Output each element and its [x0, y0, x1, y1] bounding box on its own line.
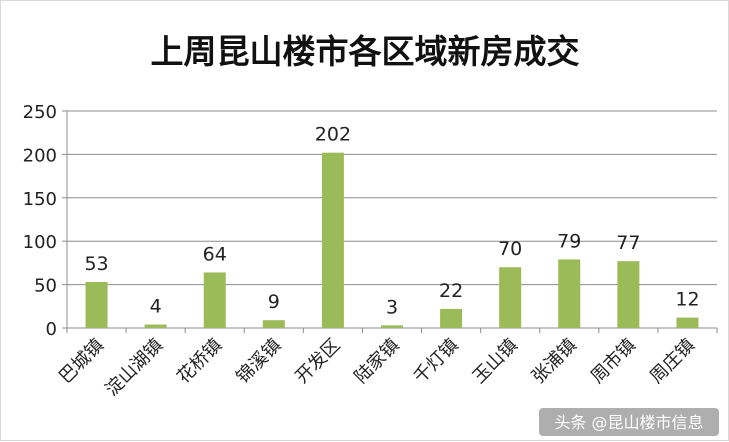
category-label-陆家镇: 陆家镇 — [351, 335, 404, 388]
bar-张浦镇 — [558, 259, 581, 328]
category-label-开发区: 开发区 — [291, 335, 344, 388]
y-tick-label-150: 150 — [23, 189, 57, 210]
category-label-淀山湖镇: 淀山湖镇 — [101, 335, 167, 401]
data-label-周庄镇: 12 — [675, 289, 699, 311]
bar-周市镇 — [617, 261, 640, 328]
y-tick-label-50: 50 — [34, 276, 57, 297]
category-label-玉山镇: 玉山镇 — [469, 335, 522, 388]
y-tick-label-100: 100 — [23, 232, 57, 253]
watermark-text: 头条 @昆山楼市信息 — [554, 413, 703, 432]
y-tick-label-250: 250 — [23, 102, 57, 123]
bar-周庄镇 — [676, 317, 699, 328]
category-label-张浦镇: 张浦镇 — [528, 335, 581, 388]
bar-玉山镇 — [499, 267, 522, 328]
data-label-锦溪镇: 9 — [268, 291, 280, 313]
y-tick-label-200: 200 — [23, 145, 57, 166]
bar-锦溪镇 — [262, 320, 285, 328]
category-label-巴城镇: 巴城镇 — [55, 335, 108, 388]
data-label-淀山湖镇: 4 — [150, 296, 162, 318]
category-label-周市镇: 周市镇 — [587, 335, 640, 388]
watermark-background — [539, 408, 719, 436]
y-tick-label-0: 0 — [46, 319, 57, 340]
bar-陆家镇 — [381, 325, 403, 328]
chart-title: 上周昆山楼市各区域新房成交 — [151, 32, 580, 71]
bar-千灯镇 — [440, 308, 463, 328]
bar-淀山湖镇 — [144, 324, 167, 328]
category-label-周庄镇: 周庄镇 — [646, 335, 699, 388]
data-label-开发区: 202 — [315, 124, 351, 146]
data-label-周市镇: 77 — [616, 232, 640, 254]
data-label-巴城镇: 53 — [84, 253, 108, 275]
data-label-玉山镇: 70 — [498, 238, 522, 260]
category-label-花桥镇: 花桥镇 — [173, 335, 226, 388]
data-label-陆家镇: 3 — [386, 296, 398, 318]
bar-巴城镇 — [85, 281, 108, 328]
data-label-花桥镇: 64 — [203, 243, 227, 265]
category-label-千灯镇: 千灯镇 — [410, 335, 463, 388]
category-label-锦溪镇: 锦溪镇 — [232, 335, 285, 388]
data-label-张浦镇: 79 — [557, 230, 581, 252]
bar-花桥镇 — [203, 272, 226, 328]
data-label-千灯镇: 22 — [439, 280, 463, 302]
bar-开发区 — [321, 152, 344, 328]
